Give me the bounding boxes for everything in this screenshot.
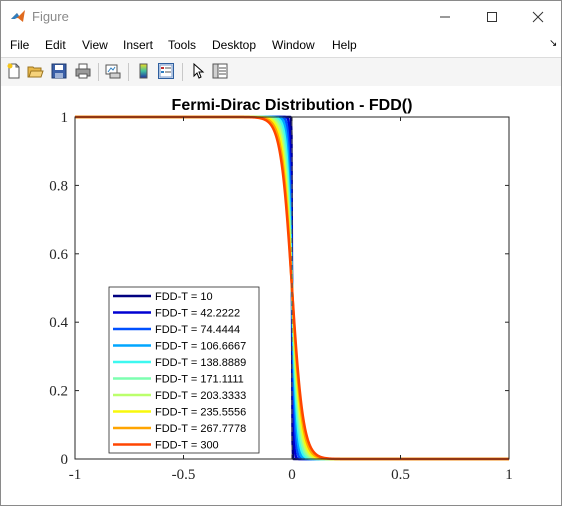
matlab-logo-icon	[11, 10, 25, 22]
menu-help[interactable]: Help	[332, 38, 357, 52]
link-plot-icon[interactable]	[104, 62, 122, 80]
legend-label-6: FDD-T = 171.1111	[155, 374, 244, 386]
chart-title: Fermi-Dirac Distribution - FDD()	[172, 97, 413, 114]
open-file-icon[interactable]	[26, 62, 44, 80]
y-tick-label: 0	[61, 452, 69, 468]
legend[interactable]: FDD-T = 10 FDD-T = 42.2222 FDD-T = 74.4444…	[108, 286, 260, 454]
y-tick-label: 1	[61, 110, 69, 126]
print-icon[interactable]	[74, 62, 92, 80]
window-title: Figure	[32, 9, 69, 24]
y-tick-label: 0.2	[49, 384, 68, 400]
legend-label-8: FDD-T = 235.5556	[155, 407, 246, 419]
minimize-button[interactable]	[422, 1, 468, 32]
menu-edit[interactable]: Edit	[45, 38, 66, 52]
toolbar-separator	[98, 63, 99, 81]
x-tick-label: 0.5	[391, 467, 410, 483]
colorbar-icon[interactable]	[135, 62, 153, 80]
menu-insert[interactable]: Insert	[123, 38, 154, 52]
save-icon[interactable]	[50, 62, 68, 80]
close-button[interactable]	[515, 1, 561, 32]
legend-label-5: FDD-T = 138.8889	[155, 357, 246, 369]
y-tick-label: 0.6	[49, 247, 68, 263]
legend-label-10: FDD-T = 300	[155, 440, 219, 452]
close-icon	[532, 11, 544, 22]
title-bar: Figure	[1, 1, 561, 32]
x-tick-label: 1	[505, 467, 513, 483]
legend-label-7: FDD-T = 203.3333	[155, 390, 246, 402]
x-tick-label: -1	[69, 467, 82, 483]
dock-arrow-icon[interactable]: ↘	[549, 38, 558, 49]
new-figure-icon[interactable]	[5, 62, 23, 80]
menu-window[interactable]: Window	[272, 38, 315, 52]
y-tick-label: 0.4	[49, 315, 68, 331]
legend-box	[108, 286, 260, 454]
legend-label-4: FDD-T = 106.6667	[155, 341, 246, 353]
menu-file[interactable]: File	[10, 38, 30, 52]
ticks-group: -1 -0.5 0 0.5 1 0 0.2 0.4 0.6 0.8 1	[49, 110, 513, 483]
x-tick-label: 0	[288, 467, 296, 483]
legend-label-1: FDD-T = 10	[155, 291, 213, 303]
legend-label-3: FDD-T = 74.4444	[155, 324, 240, 336]
maximize-icon	[487, 11, 497, 22]
y-tick-label: 0.8	[49, 178, 68, 194]
menu-bar: File Edit View Insert Tools Desktop Wind…	[1, 34, 561, 56]
x-tick-label: -0.5	[172, 467, 196, 483]
menu-desktop[interactable]: Desktop	[212, 38, 257, 52]
menu-view[interactable]: View	[82, 38, 108, 52]
fdd-chart[interactable]: Fermi-Dirac Distribution - FDD() -1 -0.5 0…	[1, 86, 561, 505]
toolbar-separator	[182, 63, 183, 81]
maximize-button[interactable]	[469, 1, 515, 32]
edit-plot-arrow-icon[interactable]	[189, 62, 207, 80]
legend-label-9: FDD-T = 267.7778	[155, 423, 246, 435]
legend-label-2: FDD-T = 42.2222	[155, 308, 240, 320]
minimize-icon	[440, 16, 450, 17]
toolbar-separator	[128, 63, 129, 81]
property-inspector-icon[interactable]	[211, 62, 229, 80]
legend-icon[interactable]	[157, 62, 175, 80]
menu-tools[interactable]: Tools	[168, 38, 197, 52]
toolbar	[1, 57, 561, 87]
figure-canvas: Fermi-Dirac Distribution - FDD() -1 -0.5 0…	[1, 86, 561, 505]
